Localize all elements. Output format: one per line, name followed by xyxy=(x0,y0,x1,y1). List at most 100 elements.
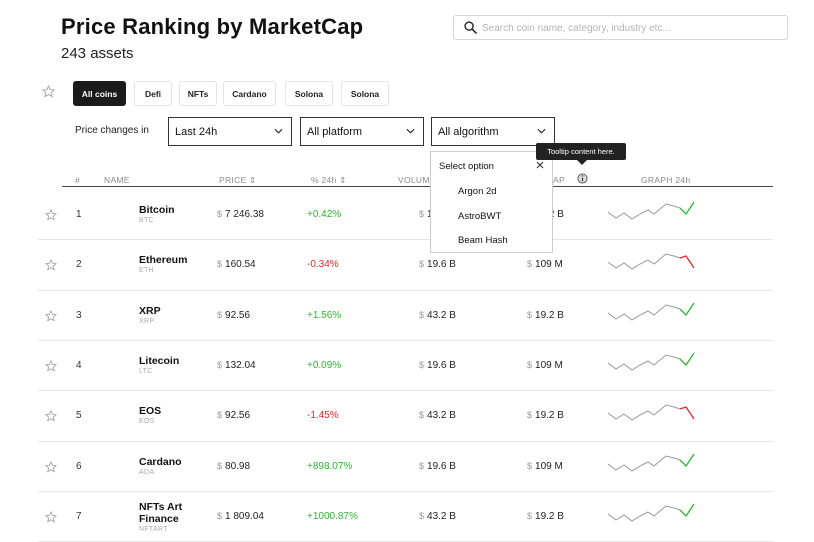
change-cell: +0.09% xyxy=(307,359,342,371)
sparkline-graph xyxy=(608,404,695,421)
chevron-down-icon xyxy=(537,128,546,134)
platform-select[interactable]: All platform xyxy=(300,117,424,146)
price-value: 92.56 xyxy=(225,309,251,321)
price-cell: $92.56 xyxy=(217,310,250,321)
rank-cell: 4 xyxy=(76,359,82,371)
sparkline-graph xyxy=(608,453,695,472)
favorite-star-icon[interactable] xyxy=(45,309,57,322)
currency-symbol: $ xyxy=(217,359,223,370)
favorite-star-icon[interactable] xyxy=(45,510,57,523)
period-select[interactable]: Last 24h xyxy=(168,117,292,146)
info-icon[interactable] xyxy=(577,173,588,184)
column-header-volume[interactable]: VOLUM xyxy=(398,175,430,185)
currency-symbol: $ xyxy=(217,460,223,471)
coin-name[interactable]: EOS xyxy=(139,405,162,418)
favorite-star-icon[interactable] xyxy=(45,460,57,473)
change-cell: -0.34% xyxy=(307,259,339,271)
chip-solona[interactable]: Solona xyxy=(285,81,333,106)
favorite-star-icon[interactable] xyxy=(45,410,57,422)
chevron-down-icon xyxy=(406,128,415,134)
column-header-graph: GRAPH 24h xyxy=(641,175,691,185)
column-header-cap[interactable]: AP xyxy=(553,175,565,185)
algorithm-select[interactable]: All algorithm xyxy=(431,117,555,146)
row-divider xyxy=(38,339,773,341)
rank-cell: 6 xyxy=(76,460,82,472)
column-header-change-label: % 24h xyxy=(311,175,337,185)
row-divider xyxy=(38,490,773,492)
cap-cell: $109 M xyxy=(527,461,563,472)
row-divider xyxy=(38,289,773,291)
favorite-star-icon[interactable] xyxy=(45,209,57,221)
rank-cell: 5 xyxy=(76,410,82,422)
coin-name[interactable]: Litecoin xyxy=(139,354,180,367)
column-header-name[interactable]: NAME xyxy=(104,175,130,185)
chip-nfts[interactable]: NFTs xyxy=(179,81,217,106)
coin-symbol: ADA xyxy=(139,468,155,476)
currency-symbol: $ xyxy=(527,309,533,320)
chevron-down-icon xyxy=(274,128,283,134)
coin-name[interactable]: Bitcoin xyxy=(139,204,175,216)
coin-name[interactable]: NFTs Art Finance xyxy=(139,500,183,525)
currency-symbol: $ xyxy=(217,410,223,421)
volume-value: 19.6 B xyxy=(427,460,456,472)
volume-cell: $43.2 B xyxy=(419,310,456,321)
coin-name[interactable]: Ethereum xyxy=(139,254,188,267)
column-header-cap-label: AP xyxy=(553,175,565,185)
change-cell: +1000.87% xyxy=(307,510,358,522)
dropdown-heading: Select option xyxy=(439,161,494,172)
chip-defi[interactable]: Defi xyxy=(134,81,172,106)
search-input[interactable] xyxy=(482,19,777,37)
currency-symbol: $ xyxy=(419,209,425,219)
volume-cell: $43.2 B xyxy=(419,410,456,421)
price-cell: $1 809.04 xyxy=(217,511,264,522)
tooltip: Tooltip content here. xyxy=(536,143,626,160)
currency-symbol: $ xyxy=(217,309,223,320)
sparkline-graph xyxy=(608,503,695,522)
column-header-rank: # xyxy=(75,175,81,185)
dropdown-option-beam-hash[interactable]: Beam Hash xyxy=(458,235,508,246)
currency-symbol: $ xyxy=(419,510,425,521)
chip-all-coins[interactable]: All coins xyxy=(73,81,126,106)
cap-value: 109 M xyxy=(535,359,563,371)
close-icon[interactable] xyxy=(535,160,545,170)
period-select-value: Last 24h xyxy=(175,126,218,138)
coin-name[interactable]: XRP xyxy=(139,304,161,317)
tooltip-arrow xyxy=(577,160,587,165)
coin-name[interactable]: Cardano xyxy=(139,455,182,468)
currency-symbol: $ xyxy=(527,410,533,421)
dropdown-option-astrobwt[interactable]: AstroBWT xyxy=(458,211,502,222)
currency-symbol: $ xyxy=(217,209,223,219)
price-cell: $7 246.38 xyxy=(217,209,264,220)
price-changes-label: Price changes in xyxy=(75,125,149,136)
cap-value: 19.2 B xyxy=(535,410,564,422)
volume-value: 43.2 B xyxy=(427,309,456,321)
sort-icon: ⇕ xyxy=(339,175,347,185)
dropdown-option-argon-2d[interactable]: Argon 2d xyxy=(458,186,497,197)
column-header-price[interactable]: PRICE ⇕ xyxy=(219,175,257,186)
coin-symbol: EOS xyxy=(139,418,155,426)
platform-select-value: All platform xyxy=(307,126,363,138)
volume-value: 19.6 B xyxy=(427,359,456,371)
volume-cell: $19.6 B xyxy=(419,259,456,270)
favorite-star-icon[interactable] xyxy=(45,259,57,271)
search-box[interactable] xyxy=(453,15,788,40)
row-divider xyxy=(38,390,773,392)
currency-symbol: $ xyxy=(217,510,223,521)
column-header-change[interactable]: % 24h ⇕ xyxy=(311,175,347,186)
volume-cell: $19.6 B xyxy=(419,360,456,371)
price-cell: $80.98 xyxy=(217,461,250,472)
row-divider xyxy=(38,239,773,241)
change-cell: -1.45% xyxy=(307,410,339,422)
favorite-star-icon[interactable] xyxy=(45,359,57,372)
row-divider xyxy=(38,440,773,442)
sparkline-graph xyxy=(608,302,695,321)
coin-symbol: XRP xyxy=(139,317,155,325)
chip-cardano[interactable]: Cardano xyxy=(223,81,276,106)
chip-solona-2[interactable]: Solona xyxy=(341,81,389,106)
search-icon xyxy=(464,21,477,34)
currency-symbol: $ xyxy=(527,510,533,521)
favorites-star-icon[interactable] xyxy=(42,85,55,98)
algorithm-dropdown: Select option Argon 2d AstroBWT Beam Has… xyxy=(430,151,553,253)
coin-symbol: BTC xyxy=(139,217,154,224)
currency-symbol: $ xyxy=(419,460,425,471)
